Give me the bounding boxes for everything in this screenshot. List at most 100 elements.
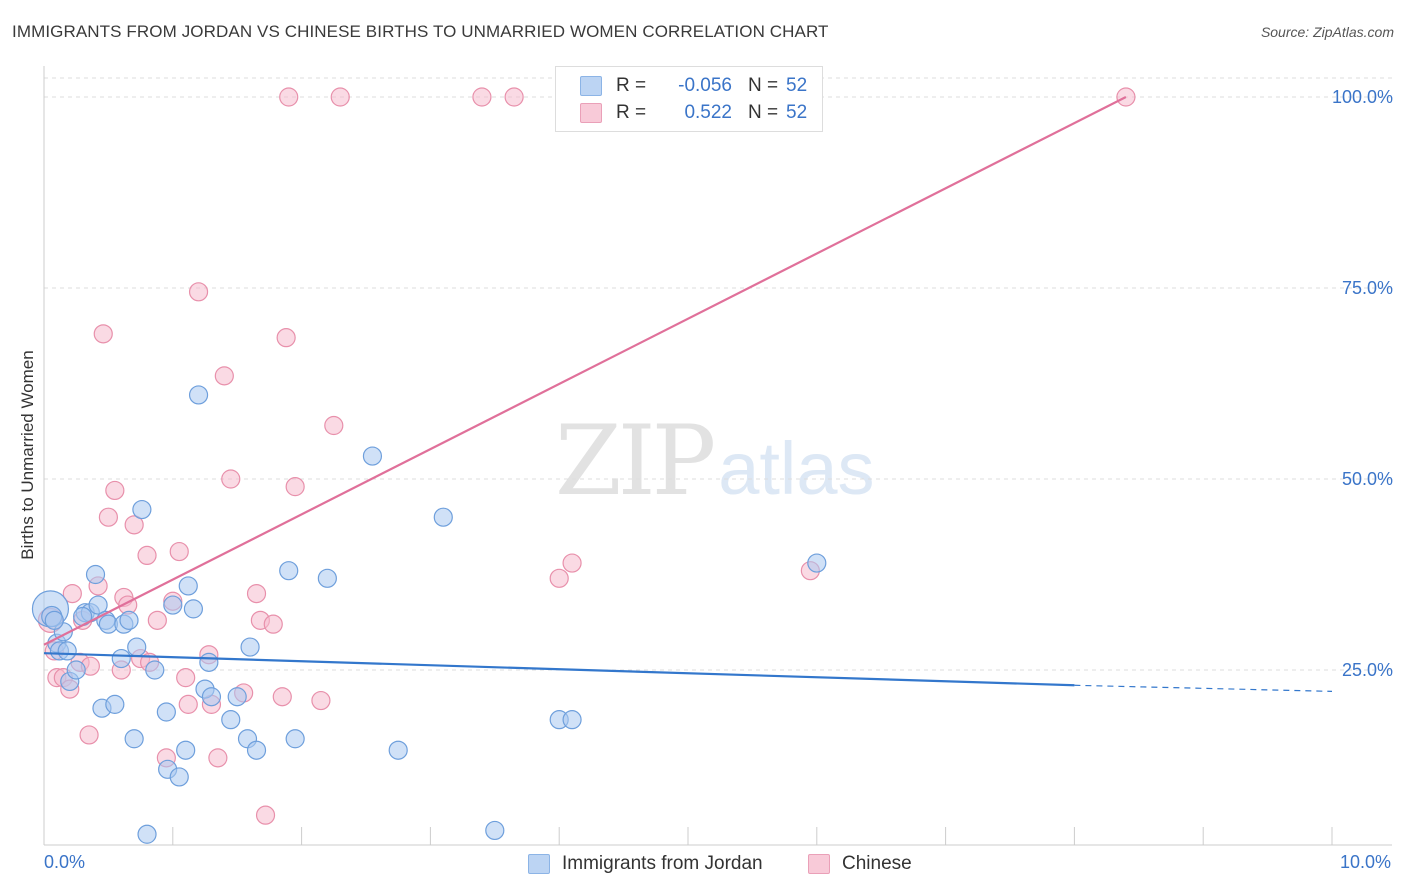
point-jordan bbox=[85, 564, 106, 585]
y-axis-label: Births to Unmarried Women bbox=[18, 350, 37, 560]
point-chinese bbox=[285, 477, 305, 497]
x-tick-label-max: 10.0% bbox=[1340, 852, 1392, 872]
point-chinese bbox=[562, 553, 582, 573]
point-jordan bbox=[119, 610, 139, 630]
point-chinese bbox=[147, 610, 167, 630]
point-jordan bbox=[279, 561, 299, 581]
legend-swatch-pink bbox=[808, 854, 830, 874]
legend-row-jordan: R = -0.056 N = 52 bbox=[580, 73, 807, 99]
point-jordan bbox=[132, 499, 152, 520]
point-jordan bbox=[562, 710, 582, 730]
point-chinese bbox=[214, 366, 234, 386]
point-chinese bbox=[549, 568, 569, 588]
trend-line-chinese bbox=[43, 96, 1127, 646]
point-jordan bbox=[183, 599, 204, 619]
point-jordan bbox=[362, 446, 383, 466]
point-chinese bbox=[62, 583, 82, 604]
legend-row-chinese: R = 0.522 N = 52 bbox=[580, 100, 807, 126]
point-jordan bbox=[188, 385, 209, 405]
trend-line-jordan-extension bbox=[1074, 684, 1333, 692]
y-tick-label: 25.0% bbox=[1342, 660, 1393, 680]
legend-swatch-pink bbox=[580, 103, 602, 123]
legend-swatch-blue bbox=[528, 854, 550, 874]
point-chinese bbox=[188, 282, 209, 302]
legend-n-label: N = bbox=[748, 75, 779, 96]
legend-n-value: 52 bbox=[786, 75, 808, 96]
legend-label-jordan: Immigrants from Jordan bbox=[562, 853, 763, 874]
legend-label-chinese: Chinese bbox=[842, 853, 912, 874]
y-tick-label: 50.0% bbox=[1342, 469, 1393, 489]
legend-r-label: R = bbox=[616, 75, 647, 96]
point-jordan bbox=[66, 660, 86, 680]
point-jordan bbox=[221, 710, 241, 730]
y-tick-label: 100.0% bbox=[1332, 87, 1393, 107]
point-jordan bbox=[57, 641, 77, 661]
point-chinese bbox=[276, 328, 296, 348]
point-jordan bbox=[317, 568, 337, 588]
legend-r-value: -0.056 bbox=[678, 75, 732, 96]
point-jordan bbox=[169, 767, 189, 787]
point-chinese bbox=[176, 668, 196, 688]
legend-n-value: 52 bbox=[786, 102, 808, 123]
point-chinese bbox=[472, 87, 492, 107]
point-jordan bbox=[246, 740, 267, 760]
point-jordan bbox=[127, 637, 147, 657]
point-jordan bbox=[105, 694, 125, 714]
point-chinese bbox=[79, 725, 99, 745]
point-chinese bbox=[504, 87, 524, 107]
point-jordan bbox=[156, 702, 176, 722]
point-jordan bbox=[433, 507, 453, 527]
source-label: Source: ZipAtlas.com bbox=[1260, 24, 1394, 40]
point-jordan bbox=[163, 595, 183, 615]
chart-title: IMMIGRANTS FROM JORDAN VS CHINESE BIRTHS… bbox=[12, 22, 829, 41]
point-jordan bbox=[178, 576, 198, 596]
x-tick-label-min: 0.0% bbox=[44, 852, 86, 872]
point-jordan bbox=[388, 740, 408, 760]
point-chinese bbox=[246, 583, 267, 604]
point-chinese bbox=[263, 614, 283, 634]
point-chinese bbox=[255, 805, 276, 825]
point-chinese bbox=[124, 515, 144, 535]
point-chinese bbox=[324, 415, 344, 436]
point-jordan bbox=[201, 687, 222, 707]
point-chinese bbox=[272, 687, 292, 707]
point-jordan bbox=[111, 648, 131, 669]
point-jordan bbox=[44, 610, 64, 630]
watermark-atlas: atlas bbox=[718, 427, 875, 510]
point-chinese bbox=[279, 87, 299, 107]
point-chinese bbox=[105, 480, 125, 501]
watermark: ZIPatlas bbox=[555, 405, 875, 517]
point-chinese bbox=[169, 541, 189, 562]
legend-n-label: N = bbox=[748, 102, 779, 123]
point-chinese bbox=[178, 694, 198, 714]
point-jordan bbox=[227, 687, 247, 707]
point-chinese bbox=[208, 748, 228, 768]
point-chinese bbox=[221, 469, 241, 489]
point-jordan bbox=[137, 824, 157, 844]
point-chinese bbox=[98, 507, 119, 527]
point-chinese bbox=[137, 545, 157, 566]
legend-swatch-blue bbox=[580, 76, 602, 96]
point-jordan bbox=[145, 660, 165, 680]
point-jordan bbox=[485, 820, 505, 841]
point-jordan bbox=[199, 652, 219, 672]
legend-item-chinese[interactable]: Chinese bbox=[808, 853, 912, 875]
legend-item-jordan[interactable]: Immigrants from Jordan bbox=[528, 853, 763, 875]
y-tick-label: 75.0% bbox=[1342, 278, 1393, 298]
trend-line-jordan bbox=[43, 652, 1075, 687]
point-jordan bbox=[88, 595, 108, 615]
correlation-legend: R = -0.056 N = 52 R = 0.522 N = 52 bbox=[555, 66, 823, 132]
point-jordan bbox=[285, 729, 305, 749]
legend-r-value: 0.522 bbox=[684, 102, 732, 123]
point-chinese bbox=[93, 324, 113, 344]
point-jordan bbox=[176, 740, 196, 760]
watermark-zip: ZIP bbox=[555, 405, 716, 517]
point-chinese bbox=[311, 690, 331, 711]
point-jordan bbox=[807, 553, 827, 573]
point-chinese bbox=[330, 87, 350, 107]
point-jordan bbox=[124, 729, 144, 749]
point-jordan bbox=[240, 637, 260, 657]
legend-r-label: R = bbox=[616, 102, 647, 123]
series-legend: Immigrants from Jordan Chinese bbox=[0, 851, 1406, 879]
